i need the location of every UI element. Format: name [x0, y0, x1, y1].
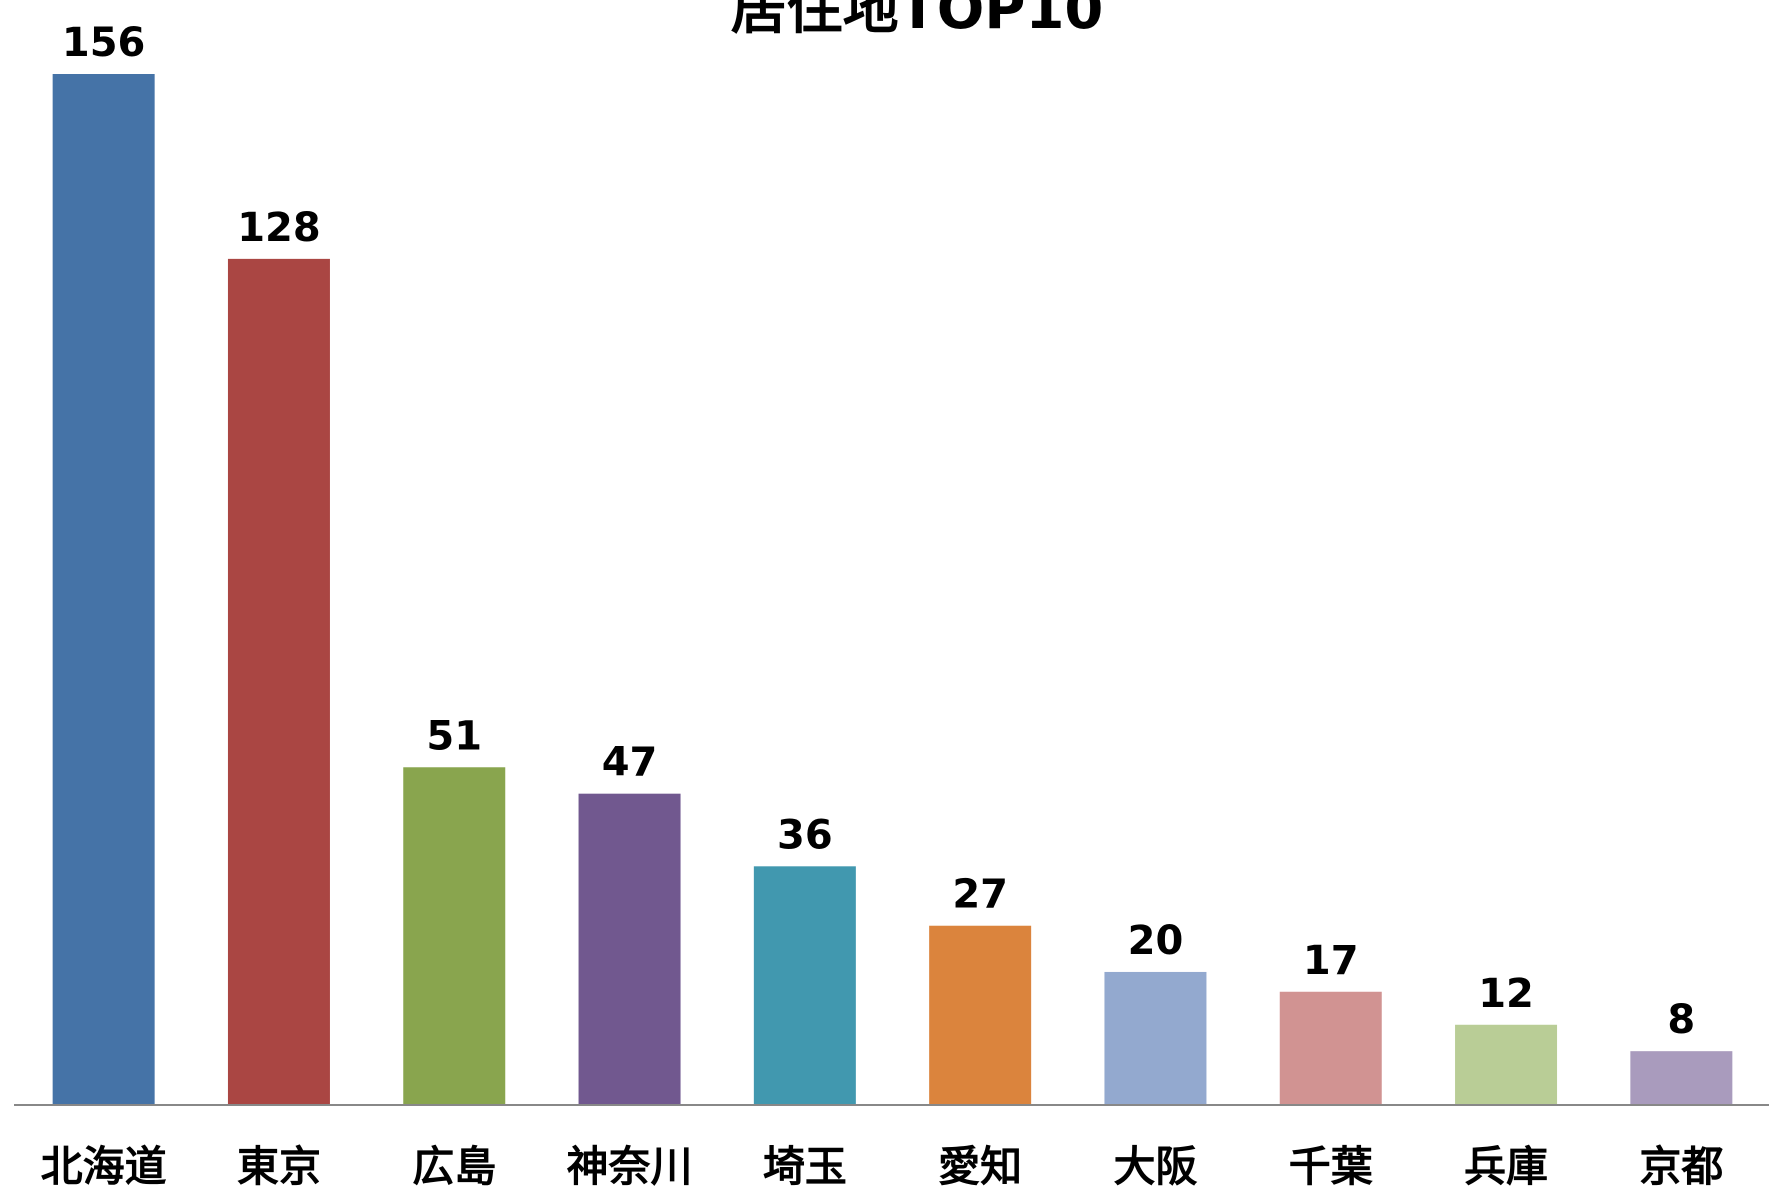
bar [753, 866, 856, 1104]
x-tick-label: 埼玉 [763, 1142, 847, 1191]
bar [227, 258, 330, 1104]
value-label: 47 [602, 740, 658, 786]
value-label: 17 [1303, 938, 1359, 984]
x-tick-label: 千葉 [1289, 1142, 1374, 1191]
x-tick-label: 愛知 [938, 1142, 1022, 1191]
x-tick-label: 広島 [412, 1142, 496, 1191]
x-tick-label: 北海道 [41, 1142, 167, 1191]
x-tick-label: 京都 [1639, 1142, 1723, 1191]
value-label: 36 [777, 812, 833, 858]
value-label: 156 [62, 20, 146, 66]
value-label: 20 [1128, 918, 1184, 964]
chart-title: 居住地TOP10 [731, 0, 1104, 42]
x-tick-label: 兵庫 [1464, 1142, 1548, 1191]
bar [1104, 971, 1207, 1104]
value-label: 51 [426, 713, 482, 759]
x-tick-label: 東京 [237, 1142, 321, 1191]
bar [1279, 991, 1382, 1104]
bar [1630, 1051, 1733, 1104]
x-tick-label: 神奈川 [567, 1142, 693, 1191]
value-label: 12 [1478, 971, 1534, 1017]
x-tick-label: 大阪 [1113, 1142, 1197, 1191]
bar [1455, 1024, 1558, 1104]
bar [52, 74, 155, 1104]
bar [929, 925, 1032, 1104]
value-label: 27 [952, 872, 1008, 918]
value-label: 128 [237, 205, 321, 251]
bar [578, 793, 681, 1104]
bar [403, 767, 506, 1104]
value-label: 8 [1667, 997, 1695, 1043]
